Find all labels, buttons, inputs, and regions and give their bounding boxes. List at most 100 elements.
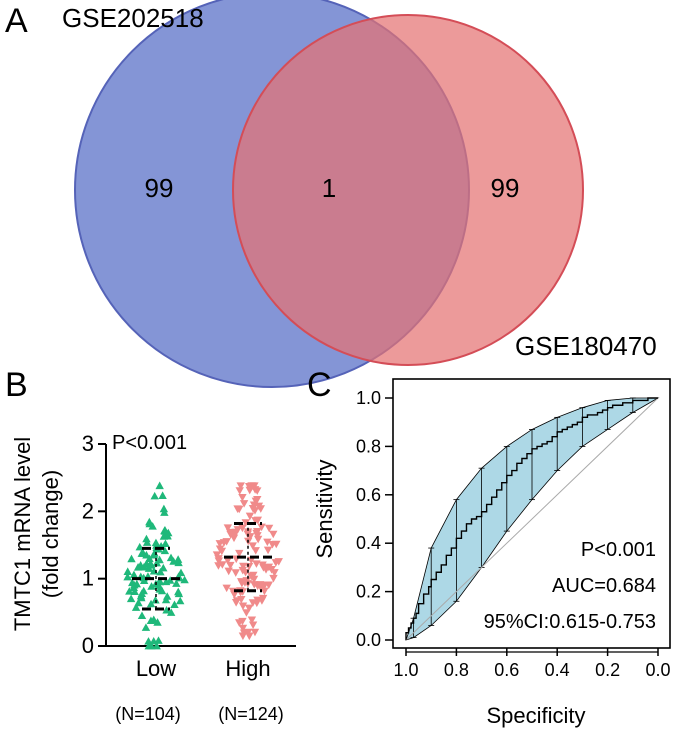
high-point [257,523,266,532]
low-point [155,481,164,490]
low-point [151,538,161,547]
low-point [134,598,143,607]
low-point [149,636,158,645]
high-point [241,519,250,527]
high-point [245,632,254,641]
low-point [173,555,183,563]
low-point [137,611,147,620]
high-point [215,545,225,554]
high-point [222,538,231,546]
panel-c-xtick-label: 0.4 [545,660,570,680]
high-point [238,602,248,611]
panel-b: B TMTC1 mRNA level (fold change) 0 1 2 3 P<… [5,366,296,724]
low-point [149,550,159,559]
high-point [260,581,269,590]
venn-intersection-count: 1 [322,173,336,203]
panel-b-ytick-label: 1 [82,566,94,591]
low-point [125,587,134,595]
low-point [166,553,176,562]
panel-c-ytick-label: 0.4 [356,533,381,553]
low-point [152,641,161,650]
low-point [160,508,169,516]
high-point [247,616,257,625]
high-point [251,547,260,555]
high-point [253,532,262,540]
high-point [231,569,240,577]
low-point [157,586,167,595]
low-point [145,561,155,569]
panel-c-letter: C [307,366,332,404]
panel-c-xtick-label: 1.0 [393,660,418,680]
high-point [269,574,278,583]
high-point [245,512,255,521]
low-point [176,596,185,605]
high-point [222,584,231,593]
low-point [146,616,156,625]
high-point [248,621,258,630]
low-point [123,572,132,581]
panel-b-pvalue: P<0.001 [112,432,187,454]
high-point [263,546,273,555]
high-point [235,505,244,514]
low-point [161,539,170,547]
low-point [154,581,163,589]
low-point [142,538,152,546]
high-point [253,535,263,544]
low-point [155,555,164,564]
panel-c-xlabel: Specificity [486,703,585,728]
high-point [258,561,267,570]
low-point [141,623,151,631]
high-point [236,482,245,490]
low-point [153,618,162,626]
low-point [135,542,144,551]
low-point [126,594,136,603]
low-point [129,583,139,592]
panel-b-ylabel: TMTC1 mRNA level [10,437,35,631]
panel-c-ytick-label: 0.6 [356,485,381,505]
panel-c-xtick-label: 0.2 [595,660,620,680]
high-point [249,571,258,580]
roc-curve [405,397,658,640]
venn-set-right [232,14,584,366]
high-point [264,524,274,533]
low-point [129,570,139,579]
group-low-label: Low [136,656,176,681]
low-point [131,603,141,611]
high-point [238,524,247,533]
low-point [170,600,179,609]
low-point [146,599,156,608]
panel-c-ytick-label: 1.0 [356,388,381,408]
low-point [133,563,143,571]
roc-auc: AUC=0.684 [552,575,656,597]
high-point [237,596,246,604]
panel-a-letter: A [5,2,28,40]
panel-c: C Sensitivity Specificity 1.0 0.8 0.6 0.4 0.… [307,366,671,728]
high-point [253,495,262,504]
high-point [223,524,233,532]
high-point [239,500,249,508]
high-point [235,619,244,627]
panel-a: A GSE202518 GSE180470 99 1 99 [5,0,657,388]
low-point [128,578,137,587]
high-point [230,591,239,599]
panel-c-frame [392,378,671,649]
panel-c-xtick-label: 0.0 [645,660,670,680]
panel-c-xtick-label: 0.6 [494,660,519,680]
panel-c-ytick-label: 0.2 [356,582,381,602]
panel-b-ytick-label: 0 [82,633,94,658]
high-point [238,493,247,502]
venn-left-label: GSE202518 [62,3,204,33]
roc-reference-line [405,397,659,641]
high-point [271,559,281,567]
low-point [163,592,172,600]
high-point [250,628,260,637]
high-point [231,528,241,537]
high-point [224,567,233,576]
low-point [158,491,167,499]
panel-c-ytick-label: 0.0 [356,630,381,650]
roc-ci: 95%CI:0.615-0.753 [484,611,656,633]
low-point [172,579,181,587]
high-point [254,502,264,511]
high-point [244,604,254,613]
